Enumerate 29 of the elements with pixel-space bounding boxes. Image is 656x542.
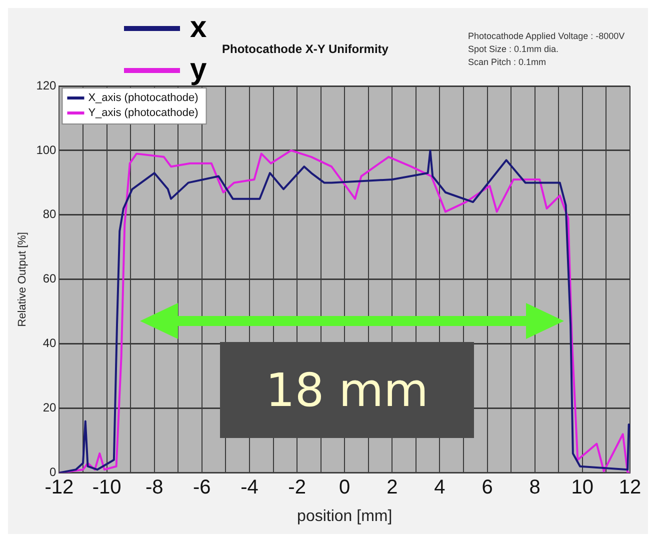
x-tick-label: 4 — [434, 476, 446, 498]
annotation: 18 mm — [220, 342, 474, 438]
x-tick-label: -4 — [240, 476, 258, 498]
y-tick-label: 60 — [42, 272, 57, 286]
annotation: y — [190, 53, 207, 86]
text: x — [190, 11, 207, 44]
x-tick-label: 2 — [386, 476, 398, 498]
legend-label: Y_axis (photocathode) — [88, 107, 198, 120]
text: Spot Size : 0.1mm dia. — [468, 43, 560, 56]
y-axis-title: Relative Output [%] — [16, 232, 29, 327]
x-tick-label: 10 — [571, 476, 594, 498]
y-tick-label: 20 — [42, 400, 57, 415]
x-axis-title: position [mm] — [297, 508, 392, 525]
chart-title: Photocathode X-Y Uniformity — [222, 42, 388, 56]
y-tick-label: 100 — [36, 142, 57, 157]
x-tick-label: 8 — [529, 476, 540, 498]
y-tick-label: 120 — [36, 78, 57, 92]
text: Photocathode Applied Voltage : -8000V — [468, 30, 625, 43]
x-tick-label: -6 — [193, 476, 211, 498]
x-tick-label: 0 — [339, 476, 350, 498]
x-tick-label: -2 — [288, 476, 306, 498]
x-tick-label: -8 — [145, 476, 164, 498]
legend-label: X_axis (photocathode) — [88, 92, 198, 104]
y-tick-label: 40 — [42, 336, 57, 350]
y-tick-label: 80 — [42, 207, 57, 222]
x-tick-label: 12 — [618, 476, 642, 498]
x-tick-label: 6 — [482, 476, 493, 498]
text: Scan Pitch : 0.1mm — [468, 56, 548, 69]
x-tick-label: -10 — [92, 476, 122, 498]
